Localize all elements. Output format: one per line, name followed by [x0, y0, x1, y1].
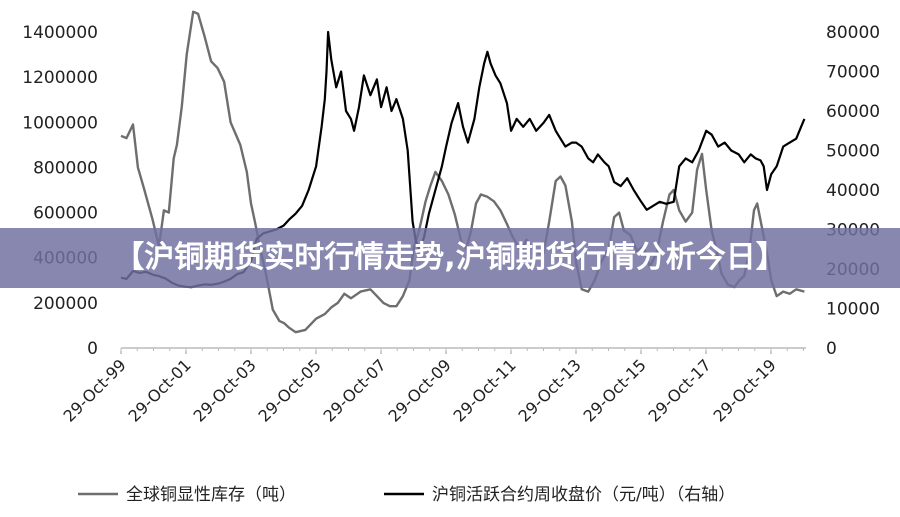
- x-tick-label: 29-Oct-03: [190, 355, 260, 425]
- y-left-tick-label: 200000: [33, 294, 98, 314]
- y-left-tick-label: 1400000: [22, 23, 98, 43]
- y-right-tick-label: 0: [826, 339, 837, 359]
- y-right-tick-label: 60000: [826, 102, 880, 122]
- y-left-tick-label: 1000000: [22, 113, 98, 133]
- title-banner: 【沪铜期货实时行情走势,沪铜期货行情分析今日】: [0, 228, 900, 288]
- y-left-tick-label: 600000: [33, 204, 98, 224]
- y-axis-right: 0100002000030000400005000060000700008000…: [826, 23, 880, 359]
- x-tick-label: 29-Oct-99: [60, 355, 130, 425]
- legend-label: 全球铜显性库存（吨）: [126, 485, 296, 505]
- x-tick-label: 29-Oct-11: [450, 355, 520, 425]
- series-line-inventory: [120, 10, 805, 334]
- y-right-tick-label: 80000: [826, 23, 880, 43]
- y-right-tick-label: 10000: [826, 300, 880, 320]
- x-tick-label: 29-Oct-19: [710, 355, 780, 425]
- y-right-tick-label: 70000: [826, 63, 880, 83]
- y-left-tick-label: 0: [87, 339, 98, 359]
- x-axis: 29-Oct-9929-Oct-0129-Oct-0329-Oct-0529-O…: [60, 347, 806, 426]
- x-tick-label: 29-Oct-13: [515, 355, 585, 425]
- x-tick-label: 29-Oct-01: [125, 355, 195, 425]
- x-tick-label: 29-Oct-15: [580, 355, 650, 425]
- x-tick-label: 29-Oct-17: [645, 355, 715, 425]
- x-tick-label: 29-Oct-09: [385, 355, 455, 425]
- banner-title: 【沪铜期货实时行情走势,沪铜期货行情分析今日】: [114, 240, 786, 275]
- y-axis-left: 0200000400000600000800000100000012000001…: [22, 23, 98, 359]
- y-left-tick-label: 1200000: [22, 68, 98, 88]
- y-left-tick-label: 800000: [33, 158, 98, 178]
- legend-label: 沪铜活跃合约周收盘价（元/吨）（右轴）: [432, 485, 735, 505]
- legend: 全球铜显性库存（吨） 沪铜活跃合约周收盘价（元/吨）（右轴）: [78, 485, 735, 505]
- x-tick-label: 29-Oct-05: [255, 355, 325, 425]
- y-right-tick-label: 40000: [826, 181, 880, 201]
- y-right-tick-label: 50000: [826, 142, 880, 162]
- x-tick-label: 29-Oct-07: [320, 355, 390, 425]
